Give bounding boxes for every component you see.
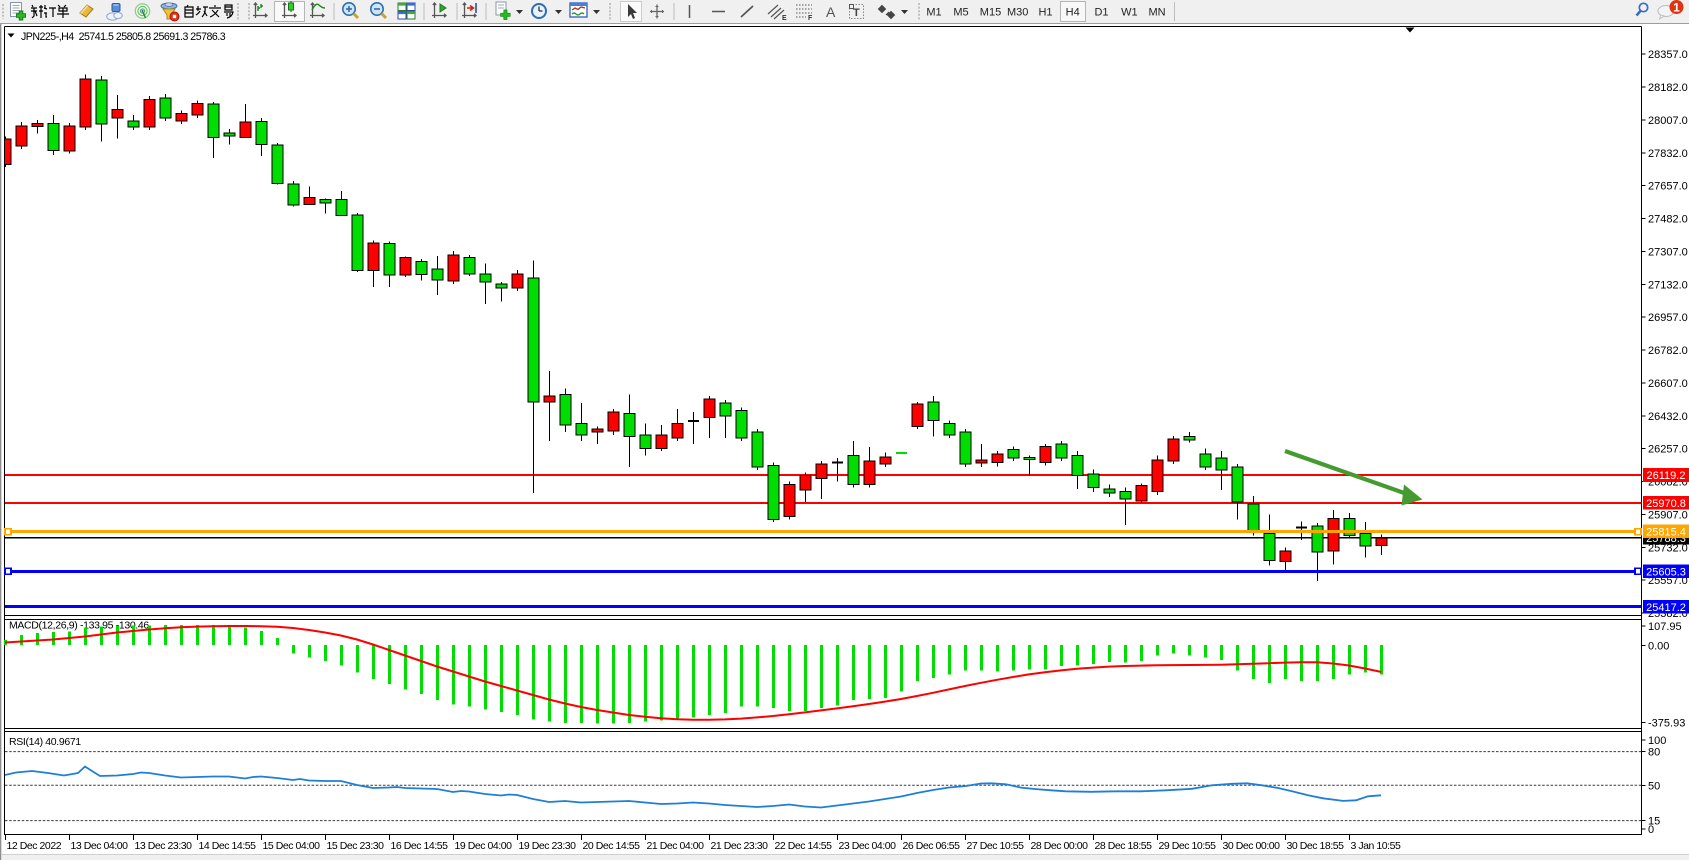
svg-text:26119.2: 26119.2 — [1647, 470, 1686, 482]
svg-text:13 Dec 23:30: 13 Dec 23:30 — [135, 840, 193, 852]
svg-text:25557.0: 25557.0 — [1648, 575, 1688, 587]
svg-text:RSI(14) 40.9671: RSI(14) 40.9671 — [9, 736, 81, 748]
svg-text:13 Dec 04:00: 13 Dec 04:00 — [71, 840, 129, 852]
svg-text:28007.0: 28007.0 — [1648, 115, 1688, 127]
svg-text:15 Dec 23:30: 15 Dec 23:30 — [327, 840, 385, 852]
svg-text:25605.3: 25605.3 — [1646, 567, 1686, 579]
svg-text:M5: M5 — [953, 7, 968, 19]
svg-text:M30: M30 — [1007, 7, 1028, 19]
svg-text:26607.0: 26607.0 — [1648, 378, 1688, 390]
svg-text:27132.0: 27132.0 — [1648, 279, 1688, 291]
svg-text:22 Dec 14:55: 22 Dec 14:55 — [775, 840, 833, 852]
svg-text:15: 15 — [1648, 816, 1660, 828]
svg-text:27307.0: 27307.0 — [1648, 246, 1688, 258]
svg-text:27657.0: 27657.0 — [1648, 181, 1688, 193]
svg-text:MACD(12,26,9) -133.95 -130.46: MACD(12,26,9) -133.95 -130.46 — [9, 620, 149, 632]
svg-text:16 Dec 14:55: 16 Dec 14:55 — [391, 840, 449, 852]
svg-text:26 Dec 06:55: 26 Dec 06:55 — [903, 840, 961, 852]
svg-text:T: T — [853, 7, 860, 19]
svg-text:M1: M1 — [926, 7, 941, 19]
svg-text:26957.0: 26957.0 — [1648, 312, 1688, 324]
svg-text:E: E — [782, 15, 787, 22]
svg-text:19 Dec 23:30: 19 Dec 23:30 — [519, 840, 577, 852]
svg-text:80: 80 — [1648, 747, 1660, 759]
svg-text:28 Dec 00:00: 28 Dec 00:00 — [1031, 840, 1089, 852]
svg-text:15 Dec 04:00: 15 Dec 04:00 — [263, 840, 321, 852]
svg-text:14 Dec 14:55: 14 Dec 14:55 — [199, 840, 257, 852]
svg-text:A: A — [826, 4, 836, 20]
svg-text:1: 1 — [1673, 1, 1680, 15]
svg-text:30 Dec 00:00: 30 Dec 00:00 — [1223, 840, 1281, 852]
svg-text:28182.0: 28182.0 — [1648, 82, 1688, 94]
svg-text:21 Dec 04:00: 21 Dec 04:00 — [647, 840, 705, 852]
svg-text:H4: H4 — [1066, 7, 1080, 19]
svg-text:25417.2: 25417.2 — [1646, 602, 1686, 614]
svg-text:23 Dec 04:00: 23 Dec 04:00 — [839, 840, 897, 852]
svg-text:19 Dec 04:00: 19 Dec 04:00 — [455, 840, 513, 852]
svg-text:26782.0: 26782.0 — [1648, 345, 1688, 357]
svg-text:26257.0: 26257.0 — [1648, 444, 1688, 456]
svg-text:20 Dec 14:55: 20 Dec 14:55 — [583, 840, 641, 852]
svg-text:0.00: 0.00 — [1648, 640, 1669, 652]
svg-text:H1: H1 — [1038, 7, 1052, 19]
svg-text:MN: MN — [1148, 7, 1165, 19]
svg-text:27482.0: 27482.0 — [1648, 214, 1688, 226]
svg-text:W1: W1 — [1121, 7, 1138, 19]
svg-text:27832.0: 27832.0 — [1648, 148, 1688, 160]
svg-text:21 Dec 23:30: 21 Dec 23:30 — [711, 840, 769, 852]
svg-text:-375.93: -375.93 — [1648, 717, 1685, 729]
svg-text:28 Dec 18:55: 28 Dec 18:55 — [1095, 840, 1153, 852]
svg-text:30 Dec 18:55: 30 Dec 18:55 — [1287, 840, 1345, 852]
svg-text:D1: D1 — [1094, 7, 1108, 19]
svg-text:100: 100 — [1648, 735, 1666, 747]
svg-text:50: 50 — [1648, 780, 1660, 792]
svg-text:3 Jan 10:55: 3 Jan 10:55 — [1351, 840, 1402, 852]
svg-text:25732.0: 25732.0 — [1648, 542, 1688, 554]
svg-text:25815.4: 25815.4 — [1646, 527, 1686, 539]
svg-text:0: 0 — [1648, 824, 1654, 836]
svg-text:F: F — [808, 15, 813, 22]
svg-text:25970.8: 25970.8 — [1646, 498, 1686, 510]
svg-text:107.95: 107.95 — [1648, 621, 1682, 633]
svg-text:29 Dec 10:55: 29 Dec 10:55 — [1159, 840, 1217, 852]
svg-text:26432.0: 26432.0 — [1648, 411, 1688, 423]
svg-text:M15: M15 — [980, 7, 1001, 19]
svg-text:25907.0: 25907.0 — [1648, 510, 1688, 522]
svg-text:12 Dec 2022: 12 Dec 2022 — [7, 840, 62, 852]
svg-text:JPN225-,H4 25741.5 25805.8 25: JPN225-,H4 25741.5 25805.8 25691.3 25786… — [21, 31, 226, 43]
svg-text:27 Dec 10:55: 27 Dec 10:55 — [967, 840, 1025, 852]
svg-text:28357.0: 28357.0 — [1648, 49, 1688, 61]
